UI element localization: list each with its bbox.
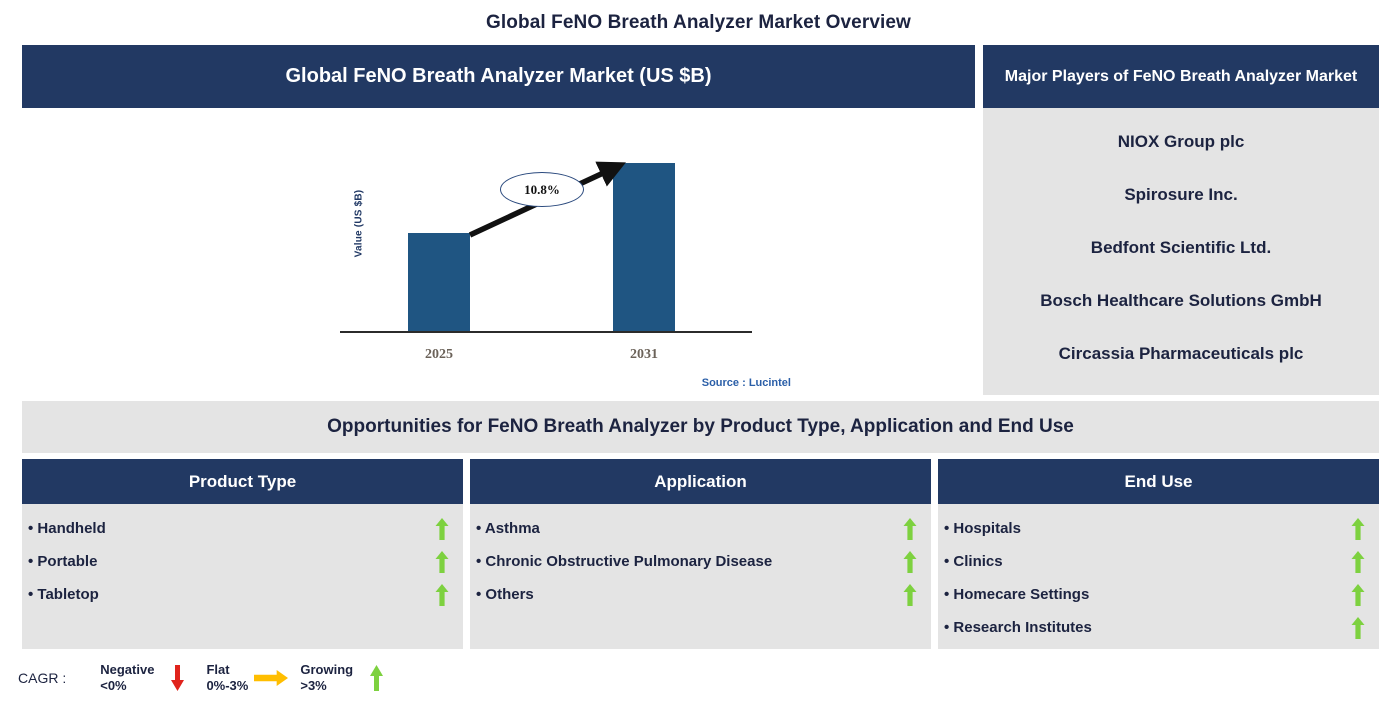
up-arrow-icon [1351,583,1365,606]
up-arrow-icon [435,550,449,573]
market-chart-panel: Global FeNO Breath Analyzer Market (US $… [22,45,975,395]
legend-item-growing-text: Growing >3% [300,662,353,695]
right-arrow-icon [254,663,289,693]
column-header-end-use: End Use [938,459,1379,504]
page-title: Global FeNO Breath Analyzer Market Overv… [486,12,911,33]
list-item: • Asthma [470,512,931,545]
legend-item-flat-text: Flat 0%-3% [206,662,248,695]
x-axis-line [340,331,752,333]
up-arrow-icon [903,517,917,540]
x-tick-label-2031: 2031 [630,347,658,362]
column-header-application: Application [470,459,931,504]
list-item: • Hospitals [938,512,1379,545]
legend-item-negative-name: Negative [100,661,155,677]
list-item: • Portable [22,545,463,578]
cagr-legend: CAGR : Negative <0% Flat 0%-3% Growing >… [18,655,405,701]
legend-item-flat-range: 0%-3% [206,678,249,693]
list-item: • Tabletop [22,578,463,611]
major-players-list: NIOX Group plc Spirosure Inc. Bedfont Sc… [983,108,1379,395]
cagr-value-bubble: 10.8% [500,172,584,207]
column-body-product-type: • Handheld • Portable • Tabletop [22,504,463,611]
column-body-end-use: • Hospitals • Clinics • Homecare Setting… [938,504,1379,644]
list-item: Circassia Pharmaceuticals plc [1058,344,1304,364]
legend-item-growing: Growing >3% [300,662,399,695]
list-item: • Homecare Settings [938,578,1379,611]
opportunities-columns: Product Type • Handheld • Portable • Tab… [22,459,1379,649]
up-arrow-icon [359,663,393,693]
legend-item-negative-range: <0% [100,678,127,693]
top-row: Global FeNO Breath Analyzer Market (US $… [0,45,1397,395]
column-application: Application • Asthma • Chronic Obstructi… [470,459,931,649]
market-panel-header: Global FeNO Breath Analyzer Market (US $… [22,45,975,108]
list-item: • Clinics [938,545,1379,578]
x-tick-label-2025: 2025 [425,347,453,362]
list-item: • Chronic Obstructive Pulmonary Disease [470,545,931,578]
list-item: Spirosure Inc. [1124,185,1238,205]
up-arrow-icon [903,583,917,606]
chart-plot-area: 2025 2031 10.8% [318,128,752,391]
legend-item-negative-text: Negative <0% [100,662,154,695]
column-header-product-type: Product Type [22,459,463,504]
list-item-label: • Portable [28,553,98,570]
column-body-application: • Asthma • Chronic Obstructive Pulmonary… [470,504,931,611]
major-players-panel: Major Players of FeNO Breath Analyzer Ma… [983,45,1379,395]
column-product-type: Product Type • Handheld • Portable • Tab… [22,459,463,649]
list-item-label: • Clinics [944,553,1003,570]
list-item-label: • Homecare Settings [944,586,1090,603]
up-arrow-icon [435,517,449,540]
up-arrow-icon [1351,616,1365,639]
legend-item-flat-name: Flat [206,661,230,677]
market-panel-body: Value (US $B) 2025 2031 [22,108,975,395]
down-arrow-icon [160,663,194,693]
up-arrow-icon [903,550,917,573]
cagr-legend-title: CAGR : [18,670,67,686]
list-item: • Others [470,578,931,611]
legend-item-growing-range: >3% [300,678,327,693]
legend-item-growing-name: Growing [300,661,354,677]
source-note: Source : Lucintel [701,377,791,389]
column-end-use: End Use • Hospitals • Clinics • Homecare… [938,459,1379,649]
major-players-header: Major Players of FeNO Breath Analyzer Ma… [983,45,1379,108]
list-item-label: • Others [476,586,534,603]
list-item-label: • Handheld [28,520,106,537]
list-item: • Handheld [22,512,463,545]
list-item-label: • Tabletop [28,586,99,603]
up-arrow-icon [435,583,449,606]
bar-2025 [408,233,470,331]
bar-2031 [613,163,675,331]
legend-item-flat: Flat 0%-3% [206,662,294,695]
list-item-label: • Hospitals [944,520,1021,537]
up-arrow-icon [1351,517,1365,540]
list-item: NIOX Group plc [1117,132,1245,152]
list-item-label: • Asthma [476,520,540,537]
list-item-label: • Research Institutes [944,619,1092,636]
list-item-label: • Chronic Obstructive Pulmonary Disease [476,553,773,570]
list-item: Bosch Healthcare Solutions GmbH [1040,291,1322,311]
opportunities-banner: Opportunities for FeNO Breath Analyzer b… [22,401,1379,453]
legend-item-negative: Negative <0% [100,662,200,695]
up-arrow-icon [1351,550,1365,573]
list-item: Bedfont Scientific Ltd. [1090,238,1272,258]
bar-chart: Value (US $B) 2025 2031 [22,108,975,395]
list-item: • Research Institutes [938,611,1379,644]
